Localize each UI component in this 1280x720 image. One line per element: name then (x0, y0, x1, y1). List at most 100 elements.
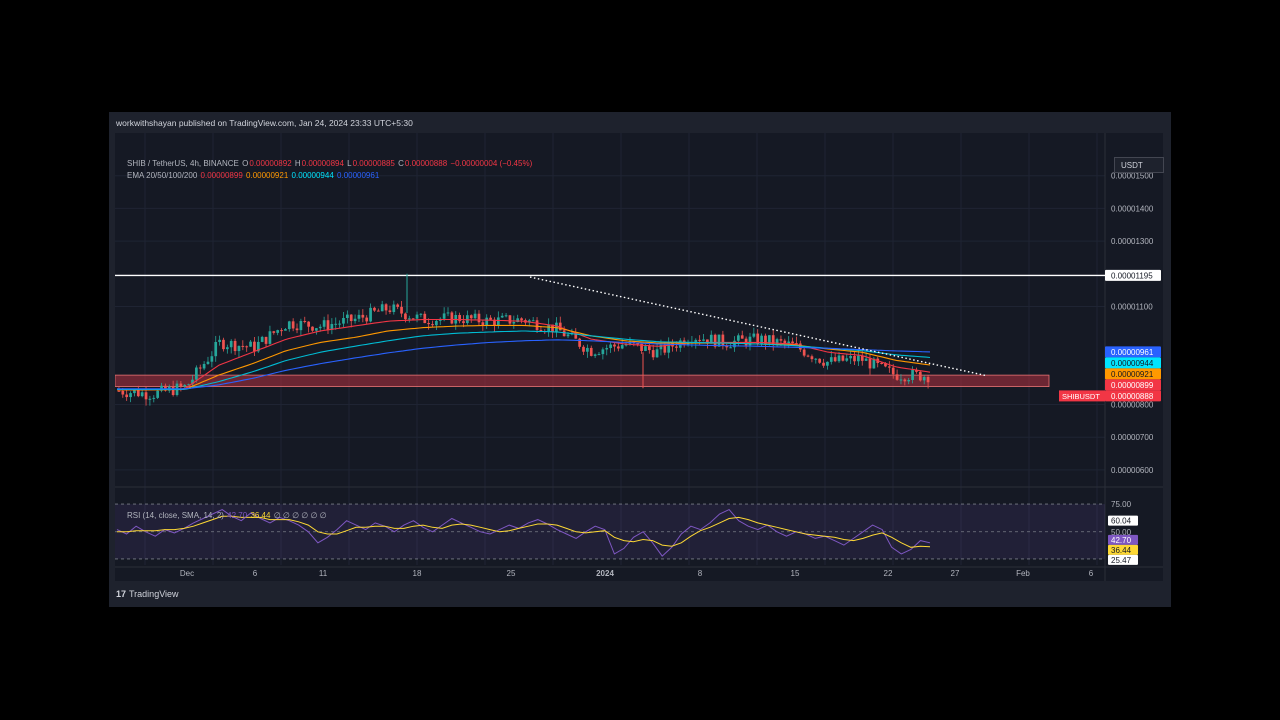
candle-body (253, 341, 256, 352)
ema200-value: 0.00000961 (337, 171, 380, 180)
symbol-legend[interactable]: SHIB / TetherUS, 4h, BINANCE O0.00000892… (127, 159, 533, 168)
candle-body (582, 346, 585, 352)
candle-body (342, 318, 345, 324)
candle-body (171, 386, 175, 396)
price-tick-label: 0.00001300 (1111, 237, 1154, 246)
candle-body (512, 322, 516, 324)
candle-body (752, 333, 756, 337)
candle-body (376, 310, 380, 312)
candle-body (496, 317, 500, 326)
candle-body (303, 320, 307, 322)
candle-body (396, 304, 400, 307)
time-tick-label: Feb (1016, 569, 1030, 578)
candle-body (446, 312, 450, 314)
symbol-name: SHIB / TetherUS, 4h, BINANCE (127, 159, 239, 168)
rsi-legend[interactable]: RSI (14, close, SMA, 14, 2) 42.70 36.44 … (127, 511, 328, 520)
chart-canvas[interactable]: 0.00001500 0.00001400 0.00001300 0.00001100… (115, 133, 1163, 581)
price-label-badge: 0.00001195 (1105, 269, 1161, 281)
candle-body (334, 323, 338, 325)
candle-body (179, 383, 183, 387)
ema20-value: 0.00000899 (200, 171, 243, 180)
price-tick-label: 0.00001100 (1111, 302, 1153, 311)
candle-body (117, 390, 121, 392)
candle-body (206, 361, 210, 364)
candle-body (880, 362, 883, 364)
candle-body (419, 313, 423, 315)
candle-body (551, 324, 554, 333)
candle-body (895, 374, 899, 380)
candle-body (709, 334, 713, 344)
candle-body (922, 376, 926, 381)
rsi-line (116, 508, 931, 557)
ema-line (117, 318, 931, 391)
candle-body (826, 361, 829, 366)
candle-body (729, 347, 732, 349)
candle-body (609, 344, 612, 349)
ema50-value: 0.00000921 (246, 171, 289, 180)
currency-button[interactable]: USDT (1114, 157, 1164, 173)
candle-body (740, 335, 744, 339)
candle-body (268, 331, 272, 344)
candle-body (802, 349, 806, 356)
price-label-badge: 0.00000944 (1105, 357, 1161, 369)
chart-area[interactable]: 0.00001500 0.00001400 0.00001300 0.00001100… (115, 133, 1164, 581)
candle-body (616, 346, 620, 349)
chart-background (115, 133, 1163, 581)
candle-body (477, 313, 481, 323)
candle-body (651, 350, 655, 358)
candle-body (450, 312, 454, 324)
high-value: 0.00000894 (301, 159, 344, 168)
candle-body (578, 338, 581, 347)
ema-legend[interactable]: EMA 20/50/100/200 0.00000899 0.00000921 … (127, 171, 380, 180)
candle-body (698, 339, 702, 341)
candle-body (191, 379, 194, 385)
candle-body (636, 343, 640, 345)
price-tick-label: 0.00000700 (1111, 433, 1154, 442)
candle-body (686, 343, 690, 346)
ema-line (117, 330, 931, 391)
candle-body (818, 358, 822, 363)
tradingview-logo[interactable]: 17 TradingView (116, 589, 179, 599)
time-tick-label: 15 (791, 569, 800, 578)
rsi-value: 42.70 (227, 511, 248, 520)
candle-body (280, 330, 283, 332)
candle-body (365, 317, 369, 322)
price-label-bg (1105, 368, 1161, 380)
candle-body (849, 355, 852, 359)
candle-body (605, 348, 609, 350)
candle-body (411, 318, 415, 320)
symbol-tag-bg (1059, 390, 1105, 402)
candle-body (210, 356, 214, 362)
candle-body (520, 318, 523, 321)
price-label-text: 0.00000921 (1111, 370, 1154, 379)
candle-body (225, 347, 229, 350)
candle-body (214, 341, 218, 357)
candle-body (466, 315, 469, 324)
candle-body (249, 341, 252, 347)
open-label: O (242, 159, 249, 168)
candle-body (659, 344, 663, 350)
candle-body (915, 369, 918, 372)
candle-body (764, 335, 767, 344)
price-label-bg (1105, 357, 1161, 369)
candle-body (148, 398, 152, 400)
price-tick-label: 0.00001500 (1111, 172, 1154, 181)
price-label-badge: 0.00000899 (1105, 379, 1161, 391)
candle-body (516, 318, 520, 323)
candle-body (380, 304, 384, 312)
candle-body (706, 339, 709, 344)
candle-body (620, 345, 624, 349)
candle-body (593, 354, 597, 356)
price-label-text: 0.00000888 (1111, 392, 1154, 401)
tradingview-snapshot: workwithshayan published on TradingView.… (109, 112, 1171, 607)
candle-body (756, 333, 760, 344)
candle-body (322, 320, 326, 327)
candle-body (481, 322, 485, 326)
candle-body (504, 315, 508, 317)
candle-body (911, 369, 914, 380)
candle-body (462, 321, 465, 324)
time-tick-label: Dec (180, 569, 194, 578)
candle-body (640, 343, 643, 351)
candle-body (899, 379, 903, 381)
candle-body (164, 385, 167, 391)
